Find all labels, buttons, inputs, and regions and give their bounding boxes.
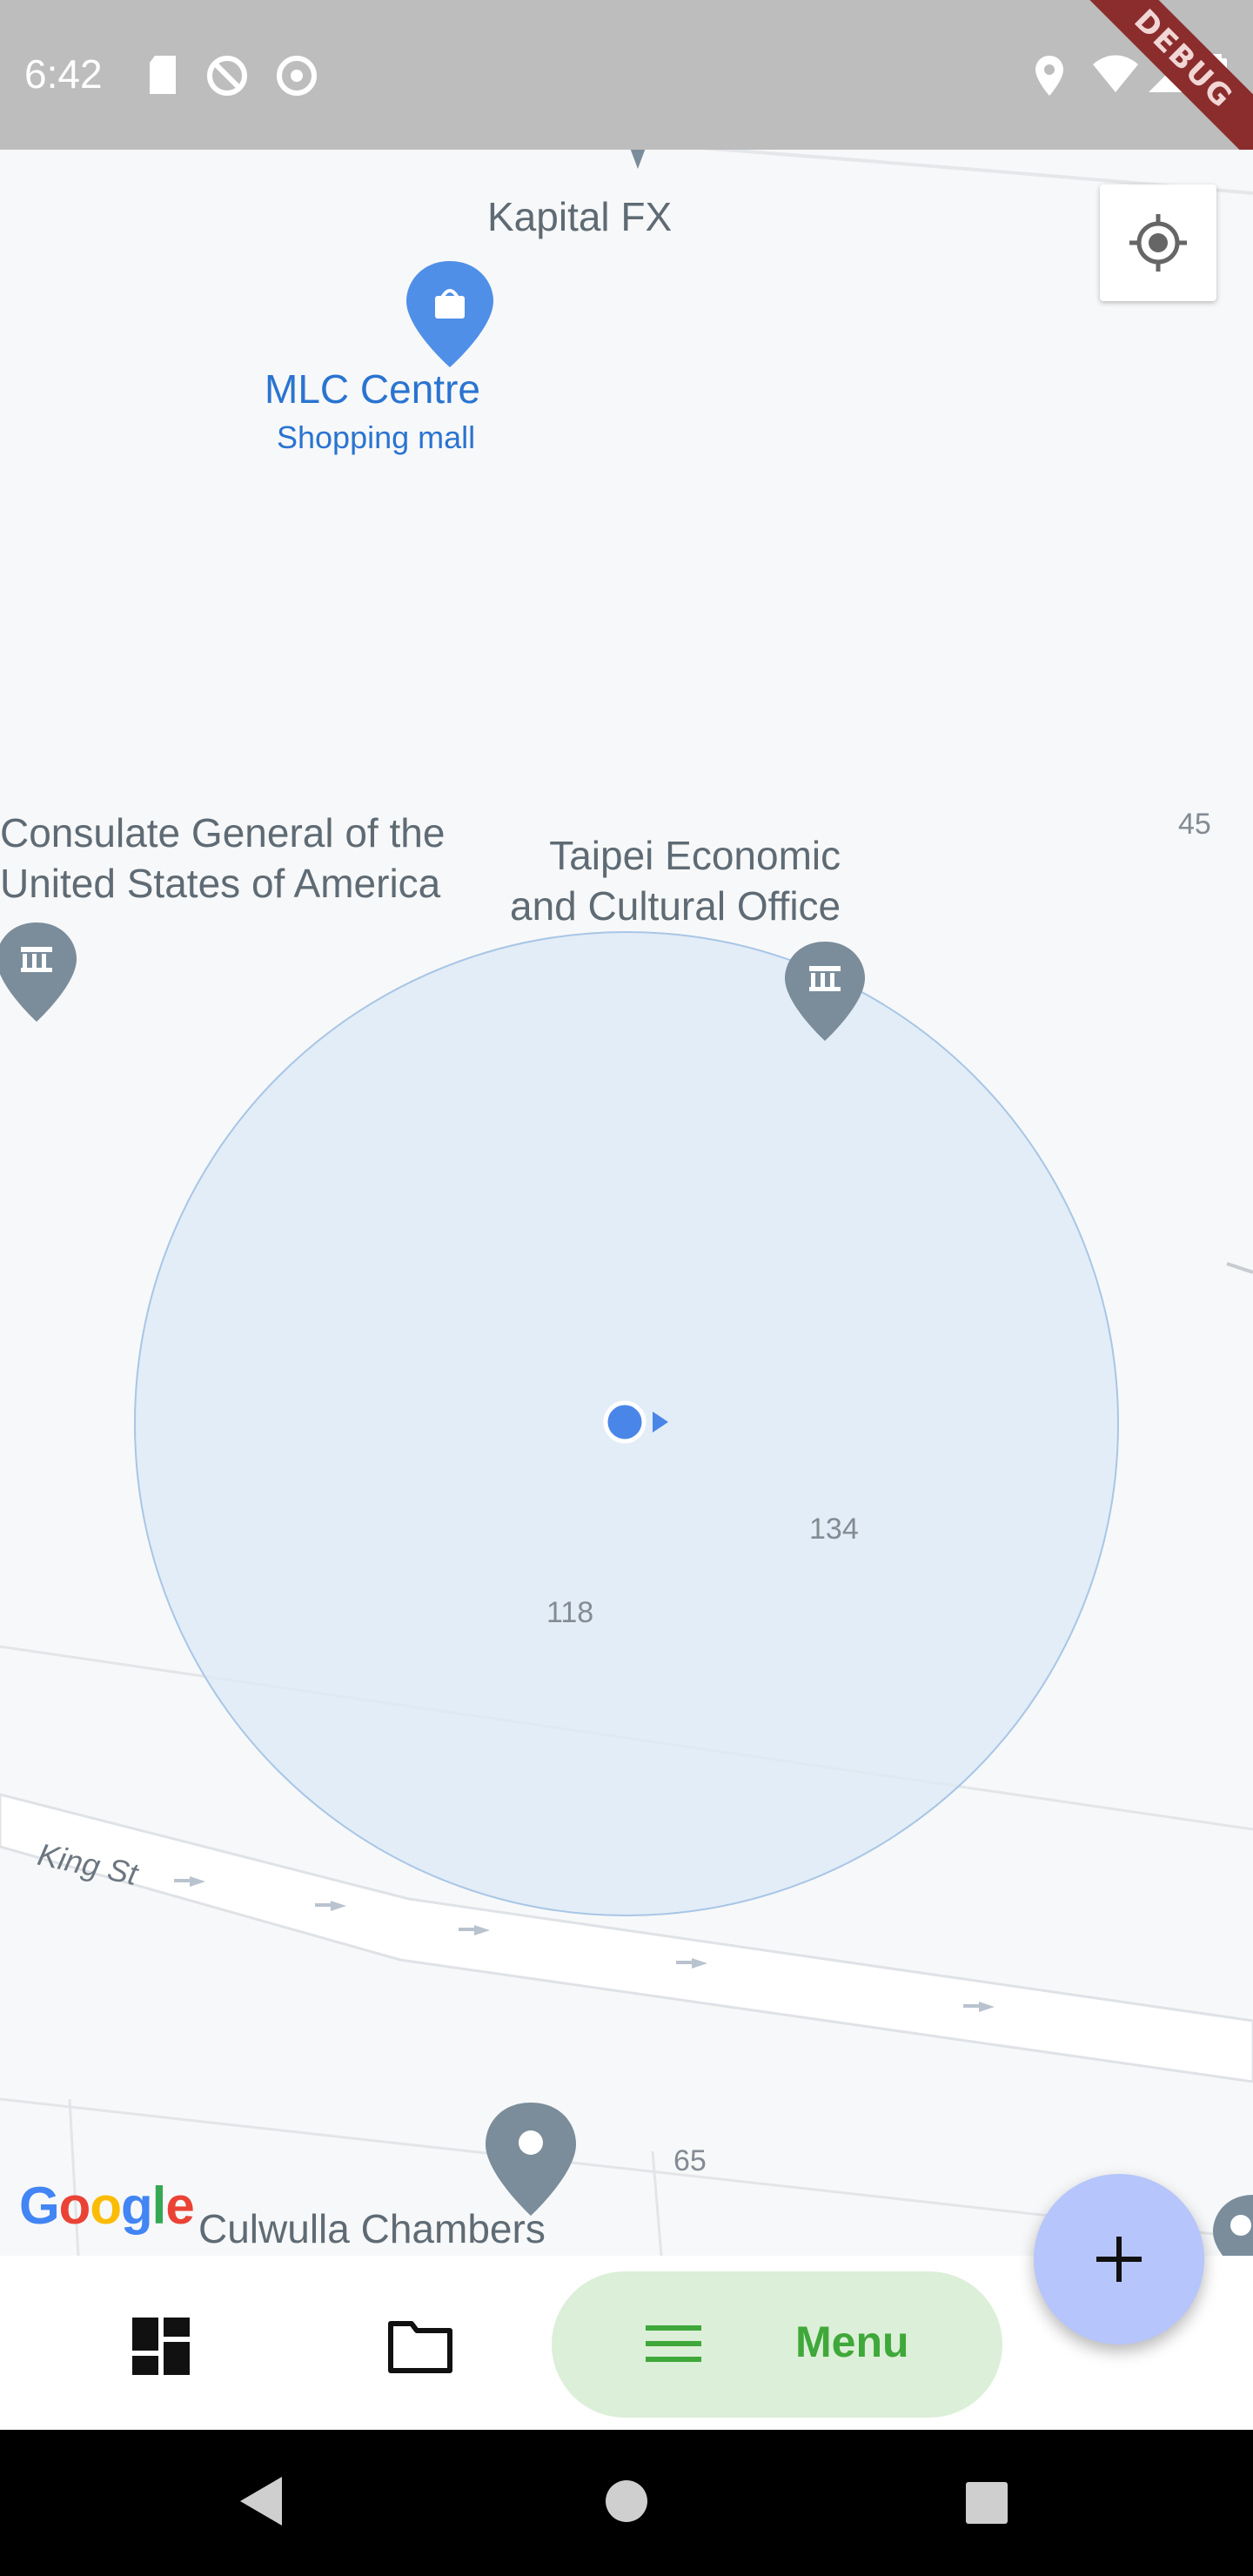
status-time: 6:42 [24, 51, 103, 97]
google-logo-letter: l [151, 2177, 167, 2235]
wifi-icon [1093, 55, 1138, 92]
status-bar: 6:42 DEBUG [0, 0, 1253, 150]
plus-icon [1096, 2237, 1142, 2282]
shopping-pin [406, 261, 493, 367]
dashboard-icon [132, 2318, 190, 2375]
sd-card-icon [150, 56, 176, 94]
map-canvas [0, 150, 1253, 2256]
my-location-icon [1129, 214, 1187, 272]
place-subtitle-mlc-centre: Shopping mall [277, 419, 476, 455]
one-way-arrows [174, 1876, 995, 2012]
menu-icon [646, 2325, 701, 2362]
folder-button[interactable] [364, 2294, 477, 2398]
place-label-kapital-fx[interactable]: Kapital FX [487, 194, 673, 239]
recents-icon[interactable] [964, 2480, 1009, 2526]
generic-pin-culwulla [486, 2103, 576, 2216]
building-number: 118 [546, 1596, 594, 1629]
place-label-culwulla-chambers[interactable]: Culwulla Chambers [198, 2206, 546, 2251]
menu-label: Menu [795, 2318, 909, 2366]
my-location-button[interactable] [1100, 184, 1216, 301]
landmark-pin-consulate [0, 922, 77, 1022]
google-logo-letter: o [90, 2177, 122, 2235]
home-icon[interactable] [604, 2479, 649, 2524]
do-not-disturb-icon [207, 56, 247, 96]
current-location-marker [603, 1400, 668, 1444]
map-view[interactable]: Kapital FX MLC Centre Shopping mall Cons… [0, 150, 1253, 2256]
partial-pin-right [1213, 2195, 1253, 2256]
building-number: 134 [809, 1513, 859, 1546]
google-logo-letter: e [165, 2177, 194, 2235]
back-icon[interactable] [237, 2473, 285, 2529]
system-navigation-bar [0, 2430, 1253, 2576]
google-logo-letter: o [58, 2177, 91, 2235]
menu-button[interactable] [552, 2271, 1002, 2418]
place-label-taipei-office[interactable]: Taipei Economic and Cultural Office [510, 833, 841, 929]
google-attribution-logo: Google [19, 2176, 195, 2236]
google-logo-text: Google [19, 2177, 195, 2235]
google-logo-letter: G [19, 2177, 60, 2235]
chrome-icon [277, 56, 317, 96]
location-icon [1035, 56, 1063, 96]
building-number: 45 [1178, 808, 1211, 841]
folder-icon [388, 2321, 452, 2373]
add-fab[interactable] [1034, 2174, 1204, 2345]
place-label-consulate[interactable]: Consulate General of the United States o… [0, 810, 446, 906]
building-number: 65 [673, 2144, 707, 2177]
dashboard-button[interactable] [104, 2294, 218, 2398]
landmark-pin-taipei [785, 942, 865, 1041]
google-logo-letter: g [120, 2177, 153, 2235]
place-label-mlc-centre[interactable]: MLC Centre [265, 366, 480, 412]
